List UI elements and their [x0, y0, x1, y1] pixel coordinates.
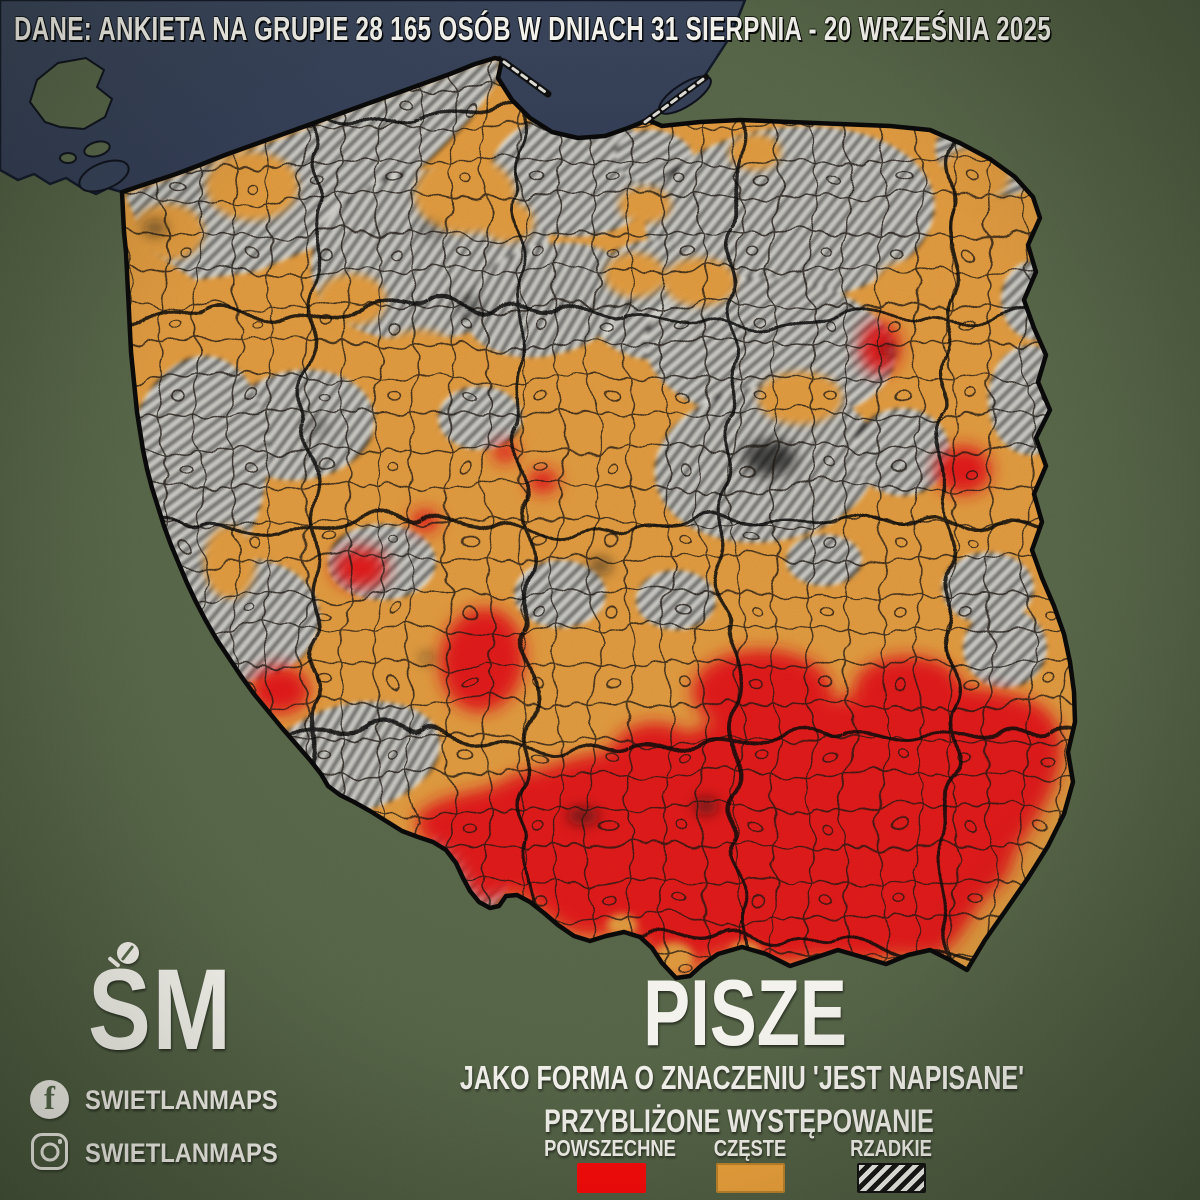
instagram-icon — [31, 1133, 68, 1170]
page-title: PISZE — [643, 960, 847, 1065]
facebook-handle: SWIETLANMAPS — [85, 1085, 278, 1115]
legend-label-czeste: CZĘSTE — [713, 1135, 787, 1161]
globe-icon — [117, 942, 139, 964]
legend-swatch-rzadkie — [857, 1163, 926, 1193]
instagram-handle: SWIETLANMAPS — [85, 1138, 278, 1168]
source-line: DANE: ANKIETA NA GRUPIE 28 165 OSÓB W DN… — [14, 10, 1052, 47]
logo-text: SM — [88, 946, 233, 1074]
legend-label-rzadkie: RZADKIE — [850, 1135, 932, 1161]
legend-label-powszechne: POWSZECHNE — [544, 1135, 676, 1161]
legend-heading: PRZYBLIŻONE WYSTĘPOWANIE — [544, 1103, 934, 1139]
facebook-icon: f — [30, 1080, 69, 1119]
legend-swatch-powszechne — [577, 1163, 646, 1193]
legend-swatch-czeste — [716, 1163, 785, 1193]
page-subtitle: JAKO FORMA O ZNACZENIU 'JEST NAPISANE' — [459, 1059, 1025, 1096]
